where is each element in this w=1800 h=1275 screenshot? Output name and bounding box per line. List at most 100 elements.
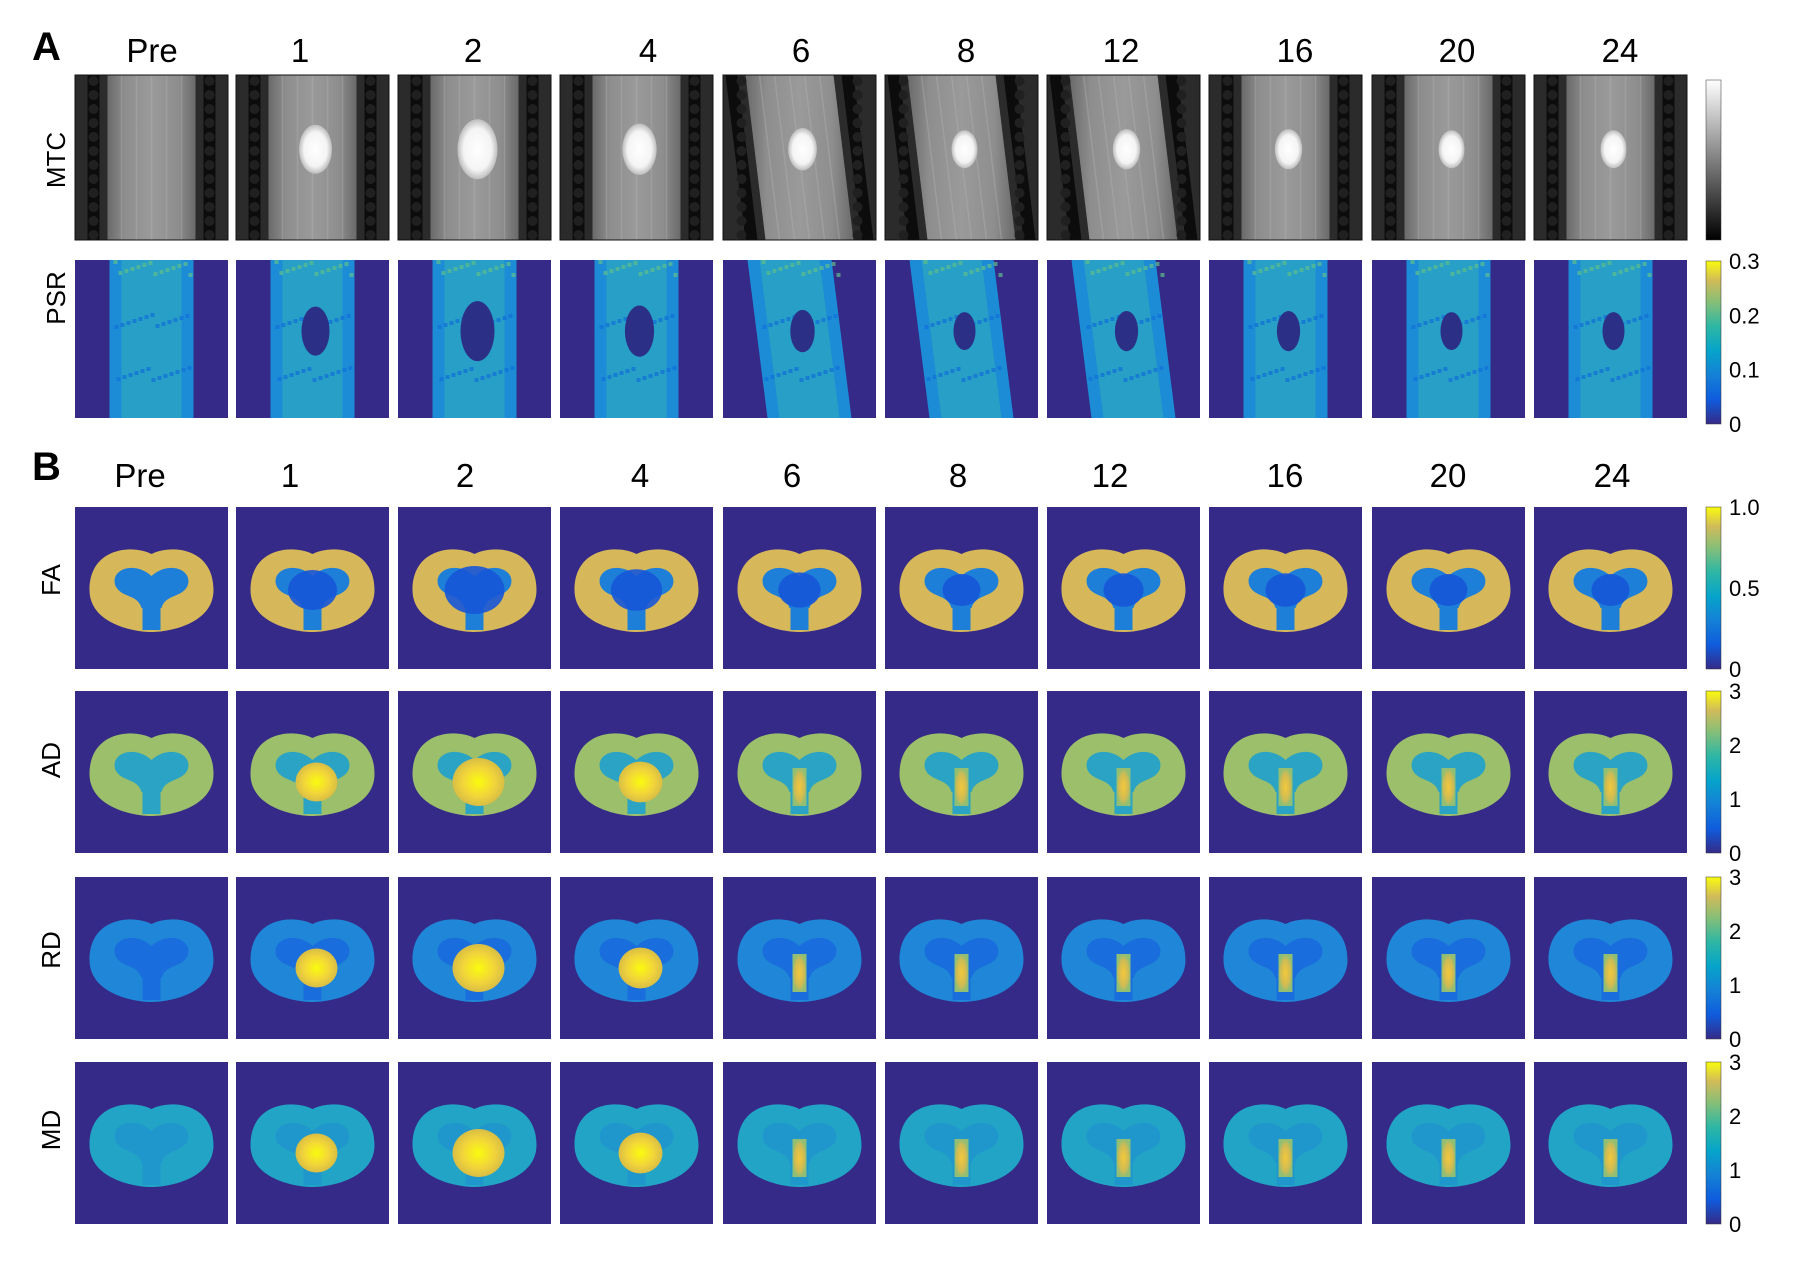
mtc-vertebra-dot xyxy=(1176,76,1187,86)
mtc-vertebra-band xyxy=(887,75,920,240)
mtc-striation xyxy=(758,74,781,241)
psr-speckle xyxy=(1085,260,1090,264)
psr-speckle xyxy=(336,370,341,374)
mtc-vertebra-dot xyxy=(1663,90,1674,100)
mtc-vertebra-dot xyxy=(1014,146,1025,156)
mtc-vertebra-dot xyxy=(411,146,422,156)
psr-speckle xyxy=(1285,378,1290,382)
psr-speckle xyxy=(1159,366,1164,370)
psr-speckle xyxy=(1456,270,1461,274)
ad-colorbar-tick: 1 xyxy=(1729,787,1741,812)
mtc-vertebra-dot xyxy=(1385,76,1396,86)
mtc-frame xyxy=(74,74,229,241)
mtc-vertebra-dot xyxy=(898,216,909,226)
mtc-cord xyxy=(107,75,196,240)
psr-speckle xyxy=(1141,372,1146,376)
ad-image xyxy=(723,691,876,853)
mtc-vertebra-dot xyxy=(1014,188,1025,198)
psr-speckle xyxy=(991,368,996,372)
psr-speckle xyxy=(1250,377,1255,381)
mtc-vertebra-dot xyxy=(88,160,99,170)
psr-speckle xyxy=(1462,268,1467,272)
fa-image xyxy=(560,507,713,669)
psr-speckle xyxy=(463,369,468,373)
mtc-frame xyxy=(1208,74,1363,241)
mtc-vertebra-dot xyxy=(573,202,584,212)
psr-speckle xyxy=(1585,321,1590,325)
mtc-vertebra-dot xyxy=(204,174,215,184)
psr-speckle xyxy=(320,270,325,274)
mtc-vertebra-dot xyxy=(365,188,376,198)
psr-speckle xyxy=(1437,369,1442,373)
psr-speckle xyxy=(318,376,323,380)
psr-speckle xyxy=(1276,263,1281,267)
psr-speckle xyxy=(1307,318,1312,322)
psr-speckle xyxy=(599,325,604,329)
mtc-lesion xyxy=(1600,130,1627,169)
mtc-vertebra-dot xyxy=(1014,132,1025,142)
psr-lesion xyxy=(953,312,976,351)
mtc-vertebra-dot xyxy=(1222,146,1233,156)
mtc-vertebra-dot xyxy=(249,230,260,240)
mtc-striation xyxy=(773,74,796,241)
mtc-vertebra-dot xyxy=(1176,104,1187,114)
ad-lesion xyxy=(295,762,338,802)
timepoint-a-label: 1 xyxy=(291,32,309,69)
mtc-vertebra-dot xyxy=(1547,76,1558,86)
row-label-mtc: MTC xyxy=(41,132,71,188)
psr-row xyxy=(75,260,1687,418)
psr-speckle xyxy=(1303,372,1308,376)
mtc-vertebra-dot xyxy=(1176,188,1187,198)
psr-speckle xyxy=(836,273,841,277)
md-colorbar-tick: 0 xyxy=(1729,1212,1741,1237)
psr-lesion xyxy=(460,301,495,362)
psr-speckle xyxy=(1601,263,1606,267)
ad-image xyxy=(398,691,551,853)
md-colorbar: 3 2 1 0 xyxy=(1705,1050,1741,1237)
fa-grey-matter xyxy=(114,567,189,608)
psr-speckle xyxy=(1478,368,1483,372)
psr-speckle xyxy=(488,268,493,272)
psr-speckle xyxy=(332,266,337,270)
mtc-vertebra-dot xyxy=(249,76,260,86)
psr-speckle xyxy=(328,320,333,324)
psr-speckle xyxy=(638,272,643,276)
psr-speckle xyxy=(1591,319,1596,323)
psr-speckle xyxy=(163,374,168,378)
psr-speckle xyxy=(799,378,804,382)
mtc-vertebra-dot xyxy=(1060,160,1071,170)
psr-speckle xyxy=(146,367,151,371)
mtc-vertebra-dot xyxy=(88,202,99,212)
mtc-vertebra-dot xyxy=(1014,118,1025,128)
psr-speckle xyxy=(761,260,766,264)
psr-speckle xyxy=(510,366,515,370)
psr-speckle xyxy=(1268,371,1273,375)
psr-speckle xyxy=(981,266,986,270)
mtc-vertebra-dot xyxy=(736,76,747,86)
ad-image xyxy=(1372,691,1525,853)
psr-speckle xyxy=(1411,325,1416,329)
psr-speckle xyxy=(1319,314,1324,318)
psr-speckle xyxy=(660,370,665,374)
psr-speckle xyxy=(786,317,791,321)
mtc-vertebra-dot xyxy=(411,216,422,226)
psr-speckle xyxy=(457,371,462,375)
mtc-vertebra-dot xyxy=(1547,104,1558,114)
psr-speckle xyxy=(275,325,280,329)
mtc-vertebra-dot xyxy=(898,132,909,142)
timepoint-b-label: 6 xyxy=(783,457,801,494)
psr-speckle xyxy=(615,267,620,271)
mtc-vertebra-dot xyxy=(1338,76,1349,86)
mtc-vertebra-dot xyxy=(411,230,422,240)
mtc-vertebra-dot xyxy=(365,76,376,86)
ad-colorbar-gradient xyxy=(1705,690,1722,854)
mtc-vertebra-dot xyxy=(1014,174,1025,184)
psr-speckle xyxy=(1309,370,1314,374)
psr-speckle xyxy=(1450,272,1455,276)
mtc-vertebra-dot xyxy=(1222,202,1233,212)
mtc-vertebra-dot xyxy=(527,118,538,128)
rd-colorbar-tick: 2 xyxy=(1729,919,1741,944)
mtc-vertebra-dot xyxy=(573,216,584,226)
fa-lesion xyxy=(778,572,821,608)
